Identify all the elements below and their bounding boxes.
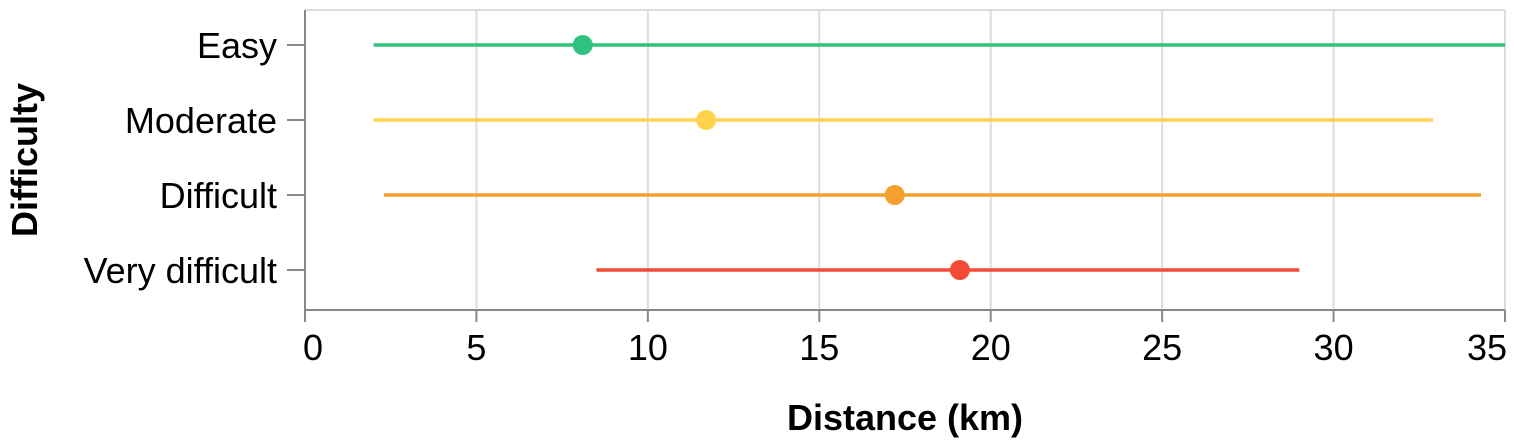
x-tick-label: 30	[1314, 327, 1354, 368]
x-axis-title: Distance (km)	[787, 397, 1023, 438]
value-point	[884, 185, 905, 205]
value-point	[696, 110, 717, 130]
x-tick-label: 0	[303, 327, 323, 368]
chart-marks	[373, 35, 1505, 280]
value-point	[949, 260, 970, 280]
value-point	[572, 35, 593, 55]
x-tick-label: 10	[628, 327, 668, 368]
axes: 0 5 10 15 20 25 30 35 Easy Moderate Difficult Very …	[84, 10, 1507, 368]
grid-lines	[304, 9, 1506, 310]
y-tick-label: Easy	[197, 25, 277, 66]
x-tick-label: 25	[1142, 327, 1182, 368]
x-tick-label: 35	[1467, 327, 1507, 368]
x-tick-label: 15	[799, 327, 839, 368]
x-tick-label: 20	[971, 327, 1011, 368]
y-tick-label: Difficult	[160, 175, 277, 216]
y-axis-title: Difficulty	[4, 83, 45, 237]
y-tick-label: Very difficult	[84, 250, 277, 291]
y-tick-label: Moderate	[125, 100, 277, 141]
x-tick-label: 5	[466, 327, 486, 368]
